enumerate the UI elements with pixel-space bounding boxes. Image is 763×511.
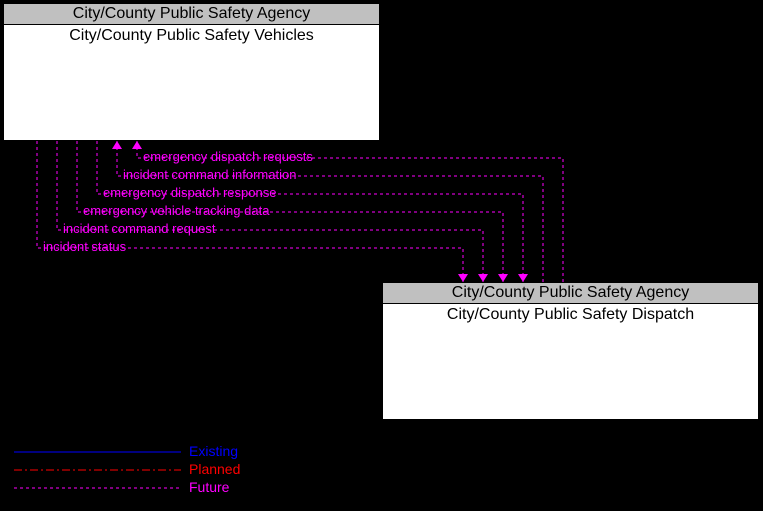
legend-label: Existing	[189, 443, 238, 459]
node-dispatch: City/County Public Safety Agency City/Co…	[382, 282, 759, 420]
flow-label: incident status	[43, 239, 126, 254]
flow-label: incident command information	[123, 167, 296, 182]
node-dispatch-title: City/County Public Safety Dispatch	[383, 304, 758, 326]
flow-label: emergency dispatch response	[103, 185, 276, 200]
legend-label: Future	[189, 479, 229, 495]
node-vehicles-header: City/County Public Safety Agency	[4, 4, 379, 25]
node-dispatch-header: City/County Public Safety Agency	[383, 283, 758, 304]
node-vehicles-title: City/County Public Safety Vehicles	[4, 25, 379, 47]
flow-label: emergency vehicle tracking data	[83, 203, 269, 218]
flow-label: emergency dispatch requests	[143, 149, 313, 164]
node-vehicles: City/County Public Safety Agency City/Co…	[3, 3, 380, 141]
diagram-canvas: City/County Public Safety Agency City/Co…	[0, 0, 763, 511]
flow-label: incident command request	[63, 221, 215, 236]
legend-label: Planned	[189, 461, 240, 477]
